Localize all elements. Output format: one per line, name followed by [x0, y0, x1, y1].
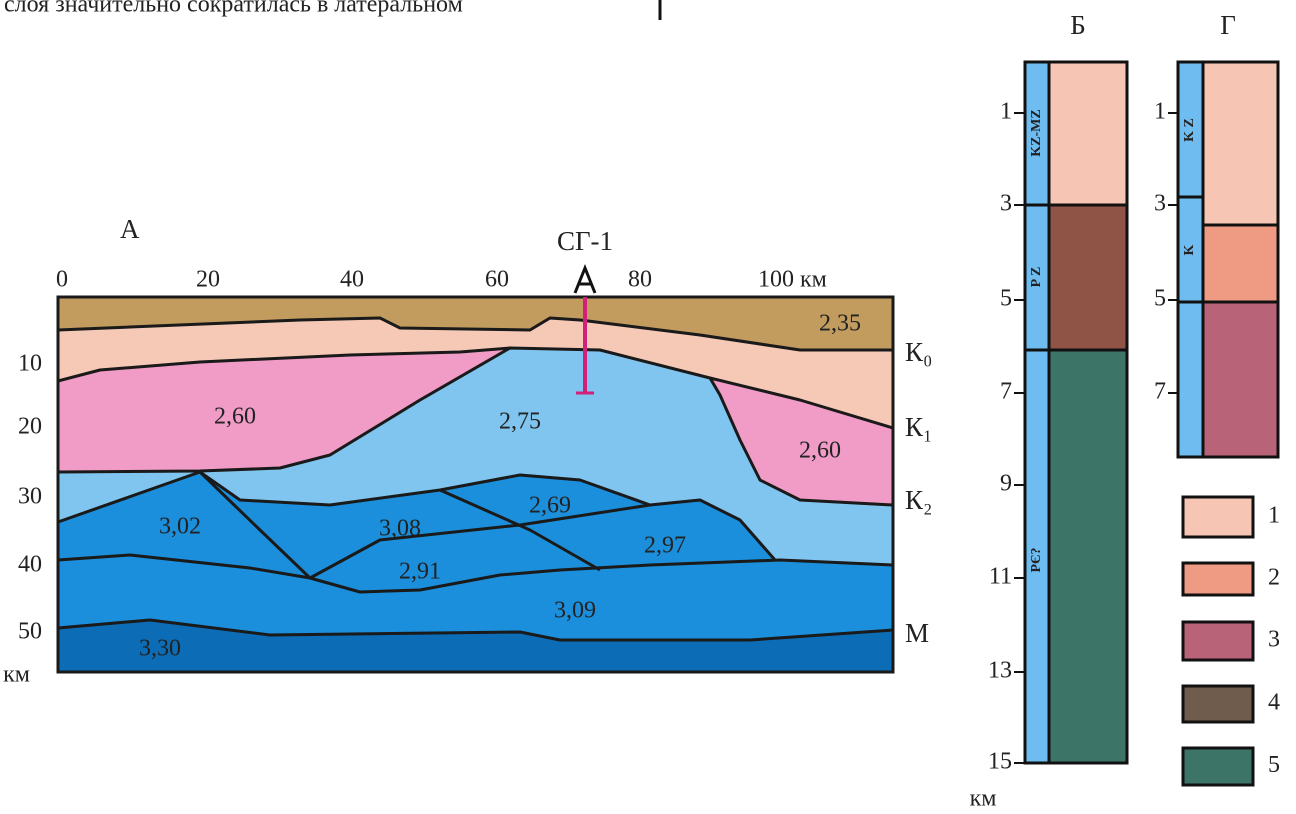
density-label: 2,75 — [499, 409, 541, 435]
panel-label: А — [120, 214, 140, 244]
depth-unit: км — [970, 786, 997, 812]
depth-tick-label: 13 — [988, 658, 1012, 684]
stratum-3 — [1203, 302, 1278, 457]
depth-tick-label: 11 — [989, 564, 1012, 590]
boundary-label: К₀ — [905, 337, 932, 367]
depth-tick-label: 7 — [1154, 379, 1166, 405]
header-text: слоя значительно сократилась в латеральн… — [4, 0, 463, 18]
density-label: 3,02 — [159, 514, 201, 540]
legend-label: 2 — [1268, 565, 1280, 591]
legend-label: 3 — [1268, 627, 1280, 653]
depth-tick-label: 1 — [1154, 99, 1166, 125]
x-tick-label: 100 км — [758, 267, 827, 293]
page: {"header_text": "слоя значительно сократ… — [0, 0, 1296, 814]
stratum-label: P Z — [1029, 267, 1044, 288]
density-label: 2,69 — [529, 493, 571, 519]
legend-label: 1 — [1268, 503, 1280, 529]
density-label: 2,60 — [799, 438, 841, 464]
depth-tick-label: 7 — [1000, 379, 1012, 405]
well-icon — [575, 268, 595, 293]
strip — [1025, 62, 1049, 763]
column-b — [1025, 62, 1127, 763]
figure: слоя значительно сократилась в латеральн… — [0, 0, 1296, 814]
depth-tick-label: 9 — [1000, 471, 1012, 497]
density-label: 2,60 — [214, 404, 256, 430]
y-tick-label: км — [3, 662, 30, 688]
well-label: СГ-1 — [557, 226, 613, 256]
stratum-label: K Z — [1182, 118, 1197, 142]
y-tick-label: 10 — [18, 351, 42, 377]
boundary-label: М — [905, 618, 929, 648]
y-tick-label: 40 — [18, 552, 42, 578]
density-label: 3,08 — [379, 516, 421, 542]
x-tick-label: 20 — [196, 267, 220, 293]
stratum-2 — [1203, 225, 1278, 302]
cross-section — [58, 268, 893, 672]
x-tick-label: 60 — [485, 267, 509, 293]
panel-label: Г — [1220, 10, 1236, 40]
y-tick-label: 50 — [18, 619, 42, 645]
depth-tick-label: 5 — [1154, 286, 1166, 312]
legend-swatch — [1183, 686, 1253, 722]
stratum-label: PЄ? — [1029, 547, 1044, 572]
stratum-label: KZ-MZ — [1029, 109, 1044, 156]
legend-swatch — [1183, 748, 1253, 785]
boundary-label: К₁ — [905, 412, 932, 442]
stratum-4 — [1049, 205, 1127, 350]
depth-tick-label: 15 — [988, 749, 1012, 775]
legend-label: 5 — [1268, 752, 1280, 778]
y-tick-label: 20 — [18, 414, 42, 440]
depth-tick-label: 3 — [1000, 191, 1012, 217]
legend-swatch — [1183, 563, 1253, 595]
stratum-label: K — [1182, 244, 1197, 255]
x-tick-label: 80 — [628, 267, 652, 293]
density-label: 3,30 — [139, 636, 181, 662]
depth-tick-label: 5 — [1000, 286, 1012, 312]
panel-label: Б — [1070, 10, 1086, 40]
legend-label: 4 — [1268, 690, 1280, 716]
stratum-1 — [1203, 62, 1278, 225]
boundary-label: К₂ — [905, 485, 932, 515]
depth-tick-label: 3 — [1154, 191, 1166, 217]
density-label: 2,35 — [819, 311, 861, 337]
density-label: 2,91 — [399, 559, 441, 585]
density-label: 3,09 — [554, 598, 596, 624]
depth-tick-label: 1 — [1000, 99, 1012, 125]
x-tick-label: 0 — [56, 267, 68, 293]
x-tick-label: 40 — [340, 267, 364, 293]
density-label: 2,97 — [644, 533, 686, 559]
legend-swatch — [1183, 622, 1253, 660]
y-tick-label: 30 — [18, 484, 42, 510]
stratum-5 — [1049, 350, 1127, 763]
stratum-1 — [1049, 62, 1127, 205]
legend-swatch — [1183, 497, 1253, 537]
